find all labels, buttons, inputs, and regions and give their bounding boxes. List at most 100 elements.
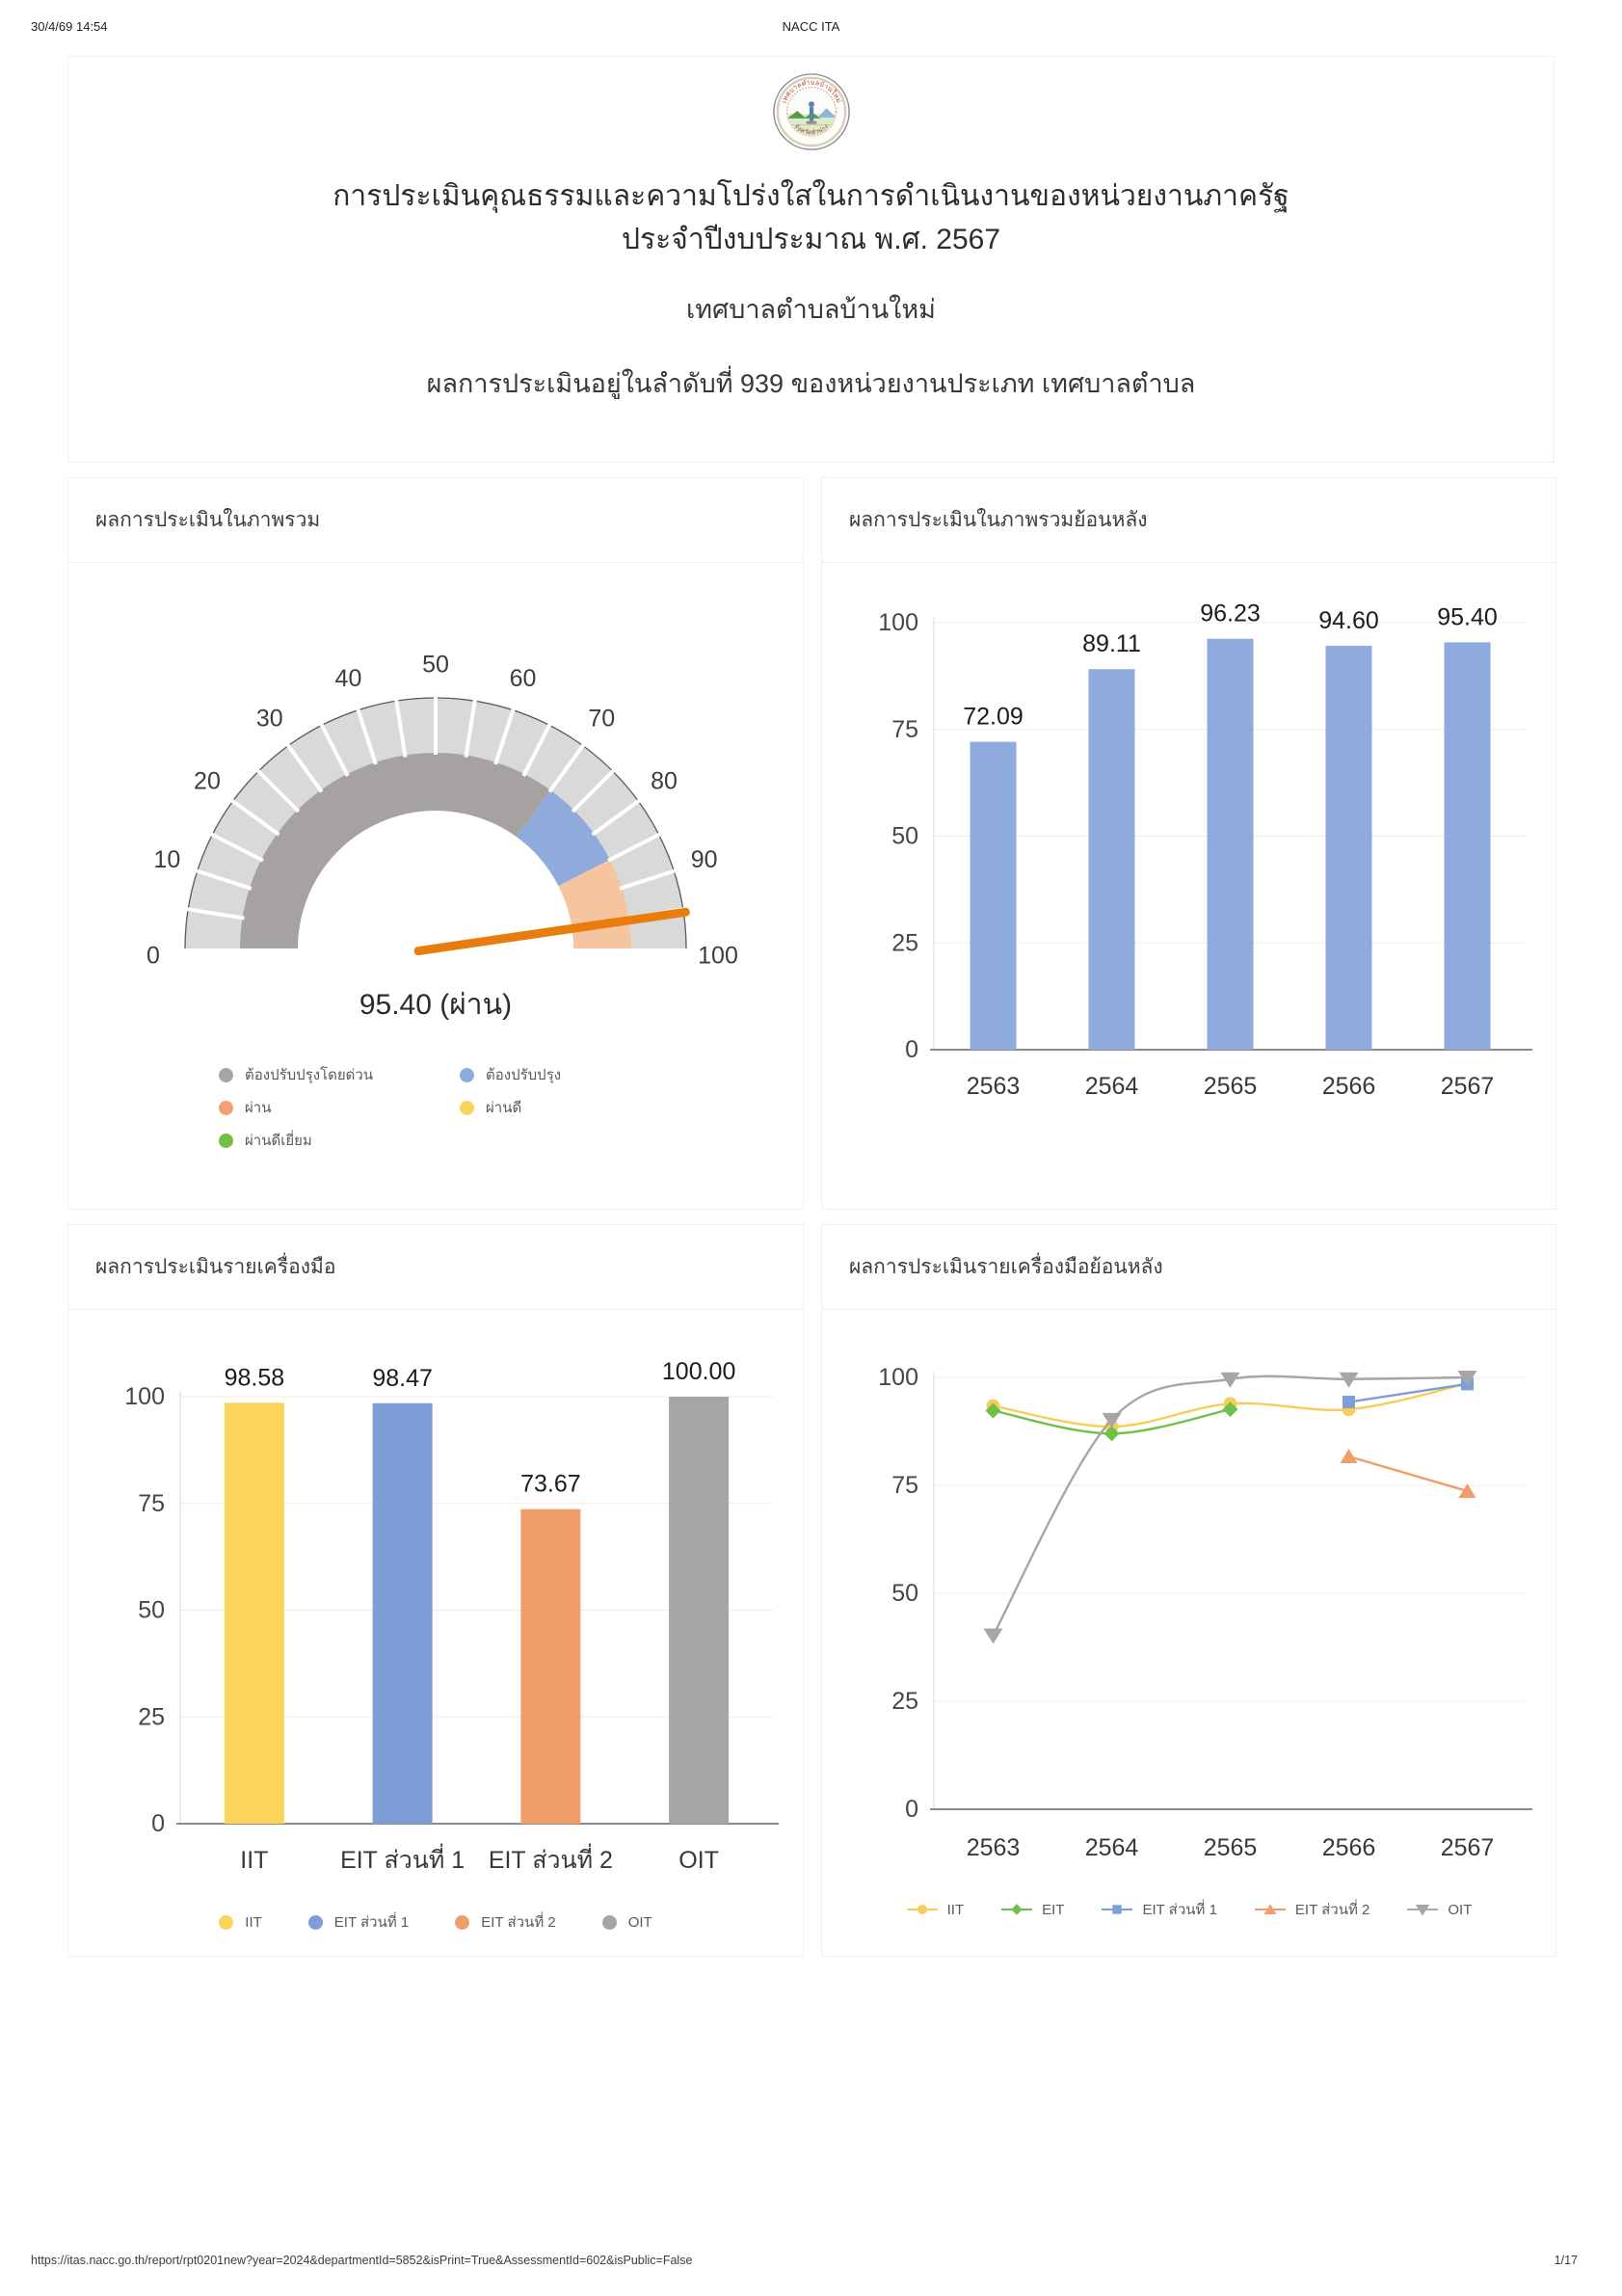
svg-text:2564: 2564 xyxy=(1084,1834,1138,1861)
gauge-legend: ต้องปรับปรุงโดยด่วน ต้องปรับปรุง ผ่าน ผ่านด… xyxy=(219,1063,652,1152)
print-footer: https://itas.nacc.go.th/report/rpt0201ne… xyxy=(0,2254,1622,2273)
svg-text:60: 60 xyxy=(510,665,537,692)
tools-history-legend: IIT EIT EIT ส่วนที่ 1 EIT ส่วนที่ 2 OIT xyxy=(822,1898,1556,1921)
svg-text:IIT: IIT xyxy=(240,1847,268,1874)
svg-text:0: 0 xyxy=(905,1036,918,1063)
svg-text:40: 40 xyxy=(335,665,362,692)
legend-label: EIT ส่วนที่ 1 xyxy=(1142,1902,1217,1918)
legend-item: EIT ส่วนที่ 1 xyxy=(307,1910,410,1934)
svg-text:89.11: 89.11 xyxy=(1082,630,1141,657)
overall-history-bar-chart: 0 25 50 75 100 72.09 2563 89.11 2564 96.23 2565 94.… xyxy=(878,601,1532,1100)
legend-item: OIT xyxy=(1406,1898,1472,1921)
legend-label: IIT xyxy=(245,1913,262,1931)
svg-text:80: 80 xyxy=(651,767,678,794)
svg-text:EIT ส่วนที่ 1: EIT ส่วนที่ 1 xyxy=(340,1843,465,1874)
overall-history-card: ผลการประเมินในภาพรวมย้อนหลัง 0 25 50 75 100 7… xyxy=(821,477,1556,1210)
legend-label: ต้องปรับปรุงโดยด่วน xyxy=(245,1067,374,1083)
svg-text:98.47: 98.47 xyxy=(372,1365,433,1392)
overall-result-card: ผลการประเมินในภาพรวม 0 10 20 30 40 50 60 70 80 90… xyxy=(67,477,804,1210)
svg-text:0: 0 xyxy=(151,1810,165,1837)
legend-item: EIT ส่วนที่ 1 xyxy=(1101,1898,1217,1921)
svg-text:30: 30 xyxy=(256,706,283,733)
svg-text:0: 0 xyxy=(905,1796,918,1823)
municipal-seal-icon: เทศบาลตำบลบ้านใหม่ จังหวัดลำปาง xyxy=(772,73,850,150)
legend-marker-icon xyxy=(1254,1904,1286,1915)
svg-text:50: 50 xyxy=(891,823,918,850)
card-title-overall: ผลการประเมินในภาพรวม xyxy=(68,478,803,563)
svg-text:20: 20 xyxy=(194,767,221,794)
organization-name: เทศบาลตำบลบ้านใหม่ xyxy=(686,295,936,324)
svg-text:50: 50 xyxy=(422,652,449,679)
svg-text:25: 25 xyxy=(891,929,918,956)
legend-item: ผ่านดีเยี่ยม xyxy=(219,1129,460,1152)
svg-text:73.67: 73.67 xyxy=(520,1471,581,1498)
legend-swatch-icon xyxy=(219,1133,233,1148)
svg-text:25: 25 xyxy=(891,1688,918,1715)
legend-swatch-icon xyxy=(219,1100,233,1115)
print-datetime: 30/4/69 14:54 xyxy=(31,19,108,34)
legend-marker-icon xyxy=(1001,1904,1033,1915)
legend-marker-icon xyxy=(906,1904,938,1915)
card-title-overall-history: ผลการประเมินในภาพรวมย้อนหลัง xyxy=(822,478,1556,563)
svg-text:70: 70 xyxy=(588,706,615,733)
legend-label: OIT xyxy=(1448,1901,1473,1918)
footer-page-number: 1/17 xyxy=(1554,2254,1578,2267)
svg-text:50: 50 xyxy=(891,1580,918,1607)
svg-text:98.58: 98.58 xyxy=(225,1364,285,1391)
svg-text:2566: 2566 xyxy=(1321,1073,1375,1100)
legend-label: EIT ส่วนที่ 2 xyxy=(481,1914,556,1931)
svg-text:75: 75 xyxy=(891,716,918,743)
svg-text:2565: 2565 xyxy=(1203,1834,1257,1861)
legend-item: EIT xyxy=(1000,1898,1064,1921)
legend-swatch-icon xyxy=(460,1100,474,1115)
svg-text:100.00: 100.00 xyxy=(662,1358,735,1385)
tools-legend: IIT EIT ส่วนที่ 1 EIT ส่วนที่ 2 OIT xyxy=(68,1910,803,1934)
legend-swatch-icon xyxy=(307,1914,323,1930)
tools-result-card: ผลการประเมินรายเครื่องมือ 0 25 50 75 100 98.5… xyxy=(67,1224,804,1957)
svg-text:2563: 2563 xyxy=(966,1073,1020,1100)
legend-marker-icon xyxy=(1102,1905,1133,1914)
legend-swatch-icon xyxy=(219,1067,233,1082)
legend-swatch-icon xyxy=(460,1067,474,1082)
svg-text:EIT ส่วนที่ 2: EIT ส่วนที่ 2 xyxy=(489,1843,613,1874)
tools-history-card: ผลการประเมินรายเครื่องมือย้อนหลัง 0 25 50 7… xyxy=(821,1224,1556,1957)
svg-text:95.40: 95.40 xyxy=(1437,603,1498,630)
svg-text:50: 50 xyxy=(138,1597,165,1624)
svg-text:94.60: 94.60 xyxy=(1318,607,1379,634)
legend-label: EIT ส่วนที่ 1 xyxy=(333,1914,410,1931)
legend-swatch-icon xyxy=(219,1914,234,1930)
legend-item: EIT ส่วนที่ 2 xyxy=(455,1910,556,1934)
svg-text:95.40 (ผ่าน): 95.40 (ผ่าน) xyxy=(359,989,512,1021)
legend-label: ผ่าน xyxy=(245,1100,272,1116)
legend-swatch-icon xyxy=(601,1914,617,1930)
legend-label: ผ่านดี xyxy=(486,1100,522,1116)
municipal-seal-logo: เทศบาลตำบลบ้านใหม่ จังหวัดลำปาง xyxy=(772,72,851,151)
svg-text:96.23: 96.23 xyxy=(1200,601,1261,627)
svg-text:90: 90 xyxy=(691,846,718,873)
svg-text:25: 25 xyxy=(138,1703,165,1730)
legend-item: IIT xyxy=(219,1910,262,1934)
legend-label: ผ่านดีเยี่ยม xyxy=(245,1133,312,1149)
print-title: NACC ITA xyxy=(782,19,840,34)
rank-statement: ผลการประเมินอยู่ในลำดับที่ 939 ของหน่วยง… xyxy=(426,369,1196,398)
legend-item: IIT xyxy=(906,1898,965,1921)
svg-text:OIT: OIT xyxy=(678,1847,719,1874)
print-header: 30/4/69 14:54 NACC ITA xyxy=(0,19,1622,40)
legend-swatch-icon xyxy=(455,1914,470,1930)
svg-text:2567: 2567 xyxy=(1440,1073,1494,1100)
card-title-tools-history: ผลการประเมินรายเครื่องมือย้อนหลัง xyxy=(822,1225,1556,1310)
legend-item: ต้องปรับปรุงโดยด่วน xyxy=(219,1063,460,1086)
svg-text:100: 100 xyxy=(698,943,738,970)
legend-label: IIT xyxy=(946,1901,965,1918)
legend-label: OIT xyxy=(627,1913,652,1931)
footer-url: https://itas.nacc.go.th/report/rpt0201ne… xyxy=(31,2254,693,2267)
report-title: การประเมินคุณธรรมและความโปร่งใสในการดำเน… xyxy=(68,174,1554,261)
report-title-line1: การประเมินคุณธรรมและความโปร่งใสในการดำเน… xyxy=(332,180,1290,212)
report-header-card: เทศบาลตำบลบ้านใหม่ จังหวัดลำปาง การประเม… xyxy=(67,56,1555,463)
tools-bar-chart: 0 25 50 75 100 98.58 IIT 98.47 EIT ส่วนที่ 1 73.6… xyxy=(124,1358,779,1874)
svg-text:100: 100 xyxy=(878,609,918,636)
svg-text:100: 100 xyxy=(878,1364,918,1391)
legend-label: EIT ส่วนที่ 2 xyxy=(1294,1902,1370,1918)
card-title-tools: ผลการประเมินรายเครื่องมือ xyxy=(68,1225,803,1310)
